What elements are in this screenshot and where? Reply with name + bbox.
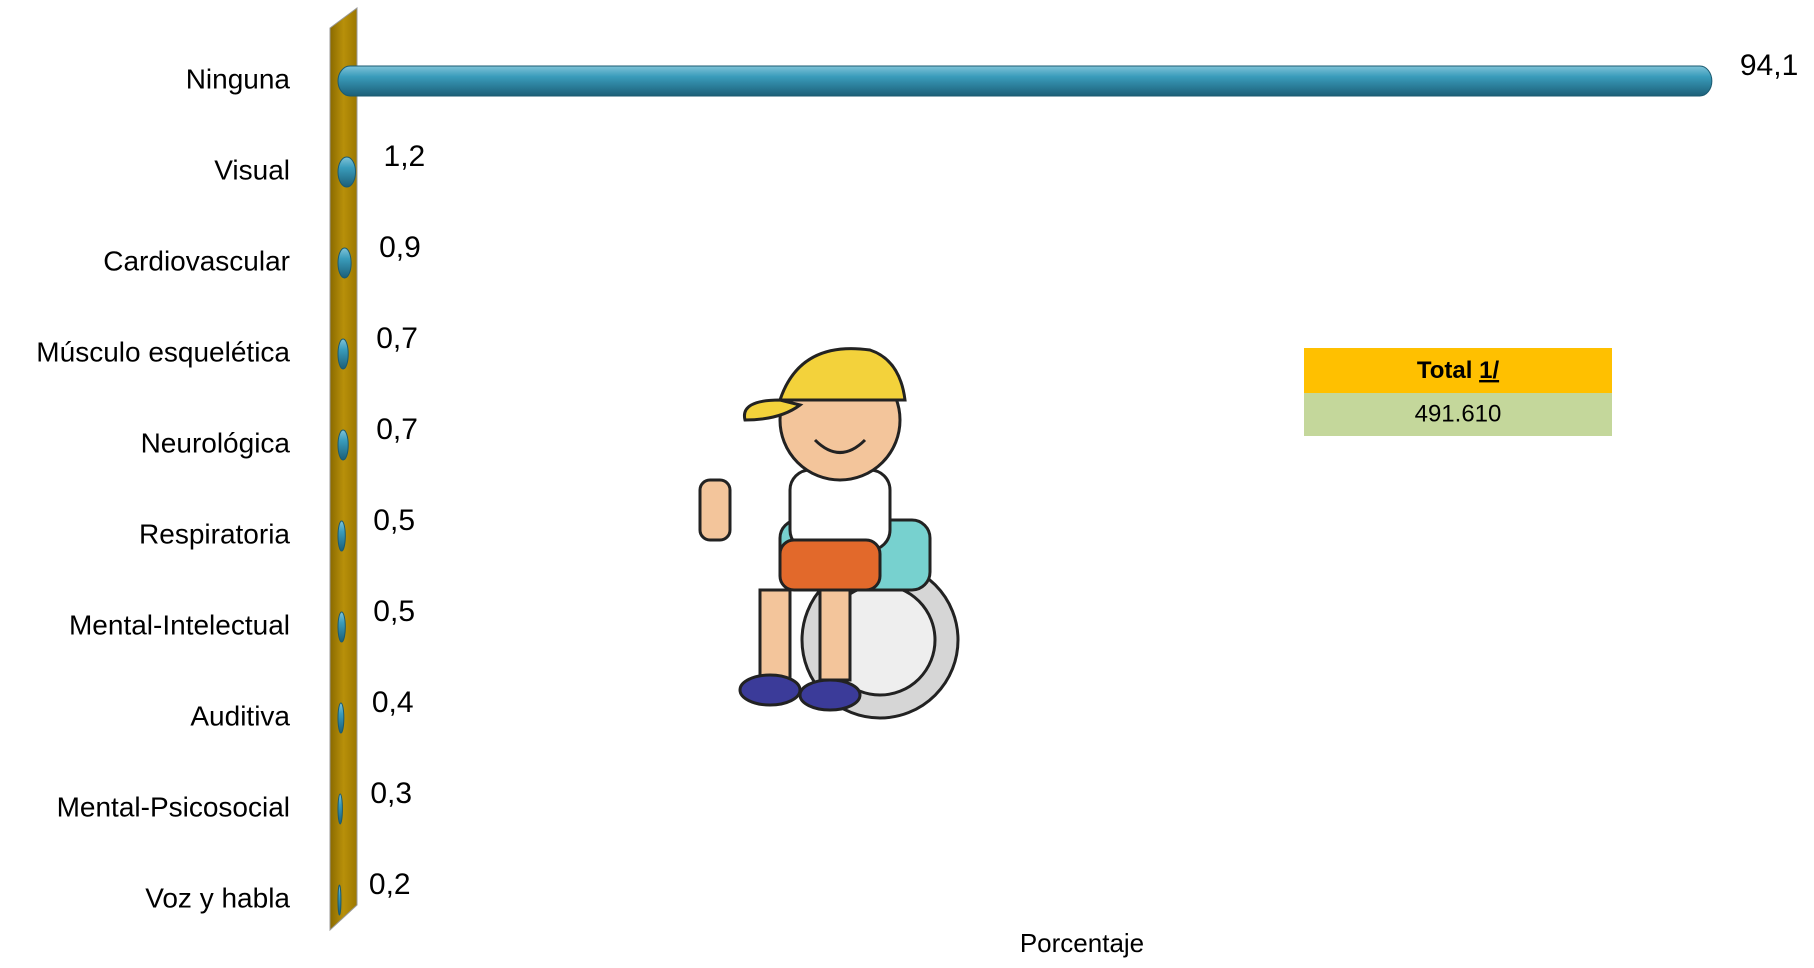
- value-label: 0,7: [376, 413, 418, 446]
- bar: [338, 430, 348, 460]
- value-label: 0,3: [370, 777, 412, 810]
- y-tick-label: Ninguna: [186, 63, 291, 94]
- total-note: 1/: [1479, 357, 1499, 384]
- value-label: 0,4: [372, 686, 414, 719]
- value-label: 0,9: [379, 231, 421, 264]
- y-tick-label: Cardiovascular: [103, 245, 290, 276]
- total-header-text: Total 1/: [1417, 357, 1500, 384]
- bar: [338, 339, 348, 369]
- y-tick-label: Auditiva: [190, 700, 290, 731]
- total-value: 491.610: [1415, 400, 1502, 427]
- x-axis-label: Porcentaje: [1020, 928, 1144, 958]
- y-tick-label: Voz y habla: [145, 882, 290, 913]
- bar: [338, 248, 351, 278]
- y-tick-label: Mental-Intelectual: [69, 609, 290, 640]
- chart: Porcentaje Total 1/ 491.610 Ninguna 94,1 V…: [0, 0, 1814, 963]
- value-label: 1,2: [384, 140, 426, 173]
- illustration: [700, 349, 958, 718]
- y-tick-label: Neurológica: [141, 427, 291, 458]
- bar: [338, 612, 345, 642]
- y-tick-label: Mental-Psicosocial: [57, 791, 290, 822]
- value-label: 0,7: [376, 322, 418, 355]
- bar: [338, 66, 1712, 96]
- value-label: 0,2: [369, 868, 411, 901]
- bar: [338, 703, 344, 733]
- value-label: 94,1: [1740, 49, 1798, 82]
- bar: [338, 521, 345, 551]
- y-tick-label: Músculo esquelética: [36, 336, 290, 367]
- bar: [338, 885, 341, 915]
- bar: [338, 157, 356, 187]
- bar: [338, 794, 342, 824]
- y-tick-label: Respiratoria: [139, 518, 290, 549]
- value-label: 0,5: [373, 504, 415, 537]
- axis-wall: [330, 8, 357, 930]
- value-label: 0,5: [373, 595, 415, 628]
- total-title: Total: [1417, 357, 1473, 384]
- y-tick-label: Visual: [214, 154, 290, 185]
